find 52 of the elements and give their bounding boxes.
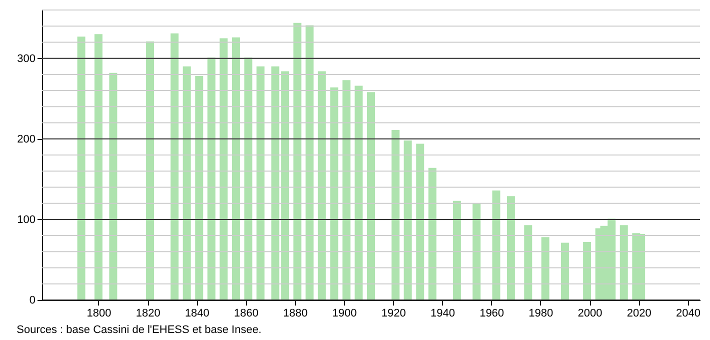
bar <box>541 237 550 300</box>
bar <box>428 168 436 300</box>
x-tick-label: 1860 <box>234 308 259 320</box>
bar <box>367 92 375 300</box>
bar <box>306 25 314 300</box>
bar <box>207 58 216 300</box>
bar <box>109 72 118 300</box>
bar <box>620 225 628 300</box>
bar <box>146 41 154 300</box>
bar <box>560 242 569 300</box>
bar <box>416 144 424 300</box>
bar <box>256 66 265 300</box>
bar <box>244 58 252 300</box>
x-tick-label: 1900 <box>332 308 357 320</box>
y-tick-label: 300 <box>17 52 36 65</box>
bar <box>404 140 412 300</box>
bar <box>271 66 280 300</box>
bar <box>330 87 338 300</box>
x-tick-label: 1940 <box>430 308 455 320</box>
x-tick-label: 1880 <box>283 308 308 320</box>
x-tick-label: 1960 <box>480 308 504 320</box>
bar <box>472 203 481 300</box>
bar <box>195 76 204 300</box>
bar <box>583 242 592 300</box>
x-tick-label: 2000 <box>578 308 602 320</box>
bar <box>506 196 515 300</box>
x-tick-label: 1800 <box>86 308 112 320</box>
bar <box>524 225 532 300</box>
source-note: Sources : base Cassini de l'EHESS et base Insee. <box>16 324 262 336</box>
bar <box>220 38 228 300</box>
x-tick-label: 1980 <box>528 308 554 320</box>
bar <box>94 34 102 300</box>
bar <box>318 71 326 300</box>
y-tick-label: 100 <box>17 214 36 226</box>
bar <box>281 71 290 300</box>
y-tick-label: 200 <box>17 133 36 146</box>
bar <box>170 33 179 300</box>
x-tick-label: 2040 <box>676 308 700 320</box>
bar <box>182 66 191 300</box>
bar <box>354 86 363 300</box>
bar <box>492 190 500 300</box>
bar <box>452 200 461 300</box>
x-tick-label: 1920 <box>381 308 406 320</box>
bar <box>293 22 302 300</box>
bar <box>77 36 86 300</box>
x-tick-label: 2020 <box>626 308 652 320</box>
x-tick-label: 1820 <box>136 308 160 320</box>
y-tick-label: 0 <box>29 294 36 306</box>
bar <box>392 130 400 300</box>
x-tick-label: 1840 <box>184 308 210 320</box>
bar <box>342 80 350 300</box>
bar <box>232 37 240 300</box>
